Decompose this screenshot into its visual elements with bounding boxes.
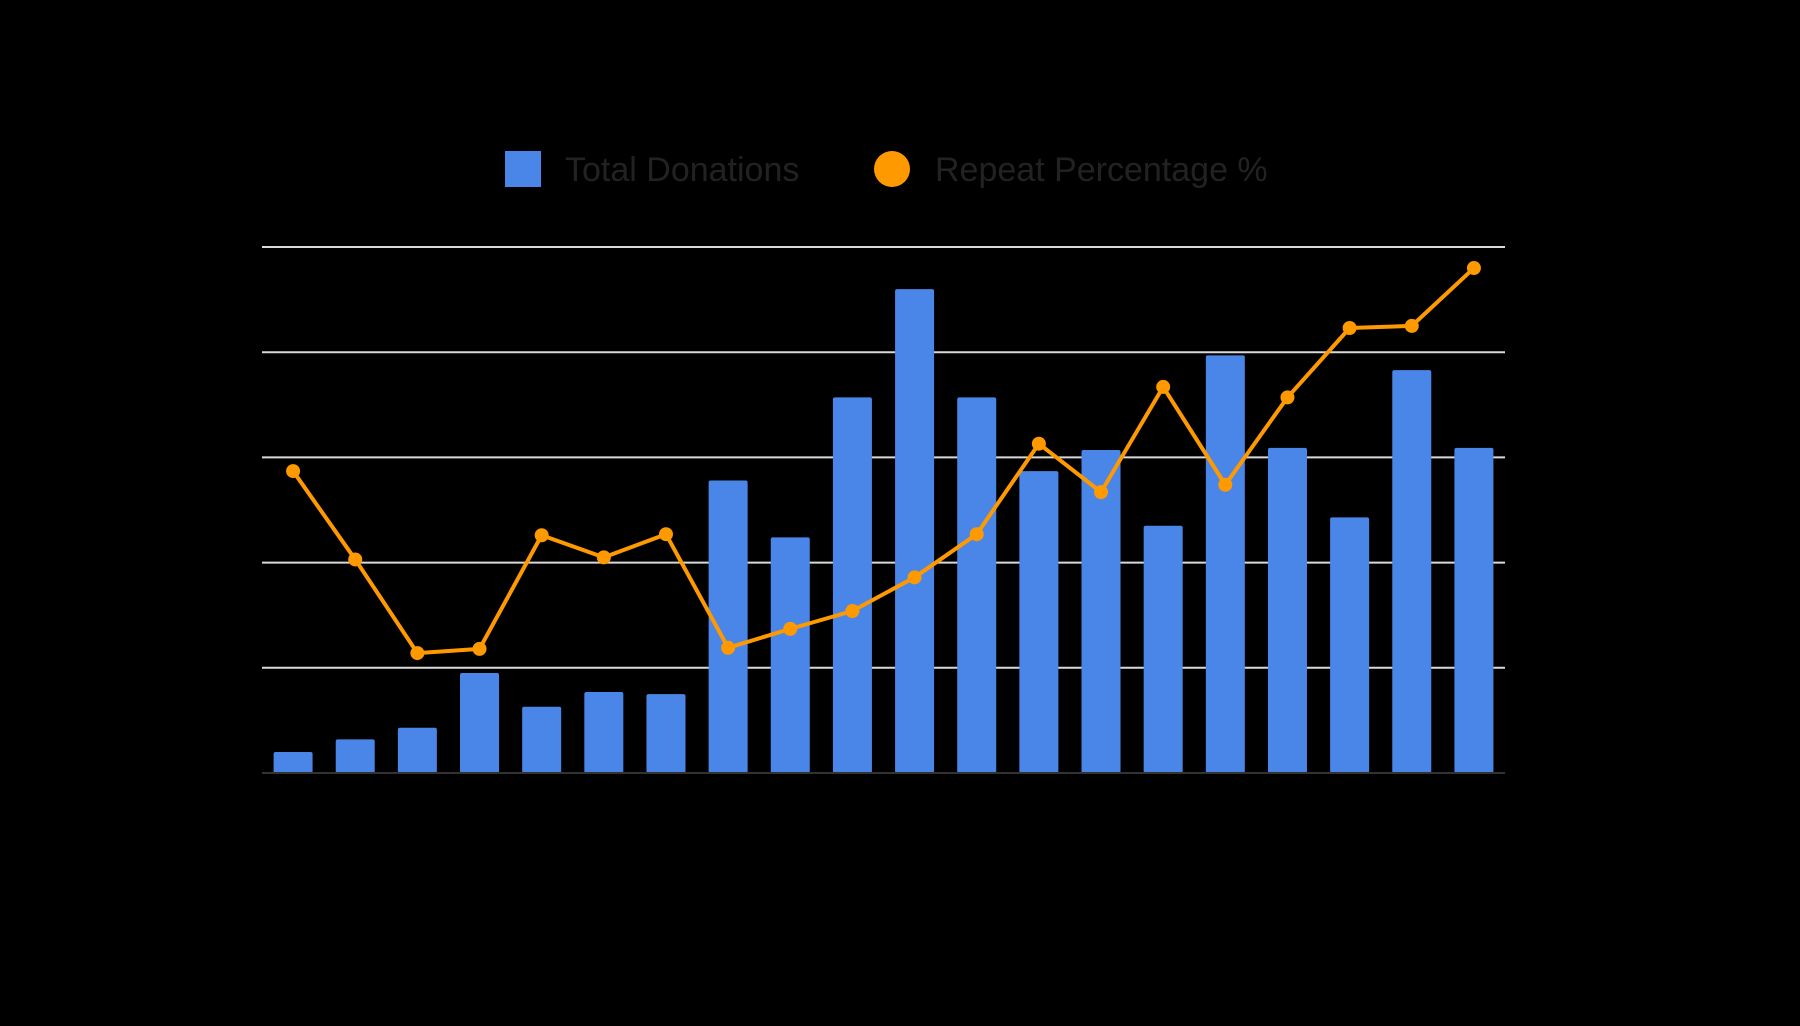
bar-series-total-donations: [273, 289, 1494, 773]
bar-15: [1143, 525, 1183, 773]
line-point-8: [721, 640, 736, 655]
line-series-repeat-percentage: [286, 261, 1481, 661]
line-point-9: [783, 621, 798, 636]
legend: Total Donations Repeat Percentage %: [505, 151, 1268, 189]
bar-11: [895, 289, 935, 773]
bar-14: [1081, 450, 1121, 773]
line-path: [291, 266, 1476, 656]
legend-label-repeat-percentage: Repeat Percentage %: [935, 151, 1268, 189]
bar-20: [1454, 447, 1494, 773]
line-point-18: [1342, 321, 1357, 336]
legend-label-total-donations: Total Donations: [565, 151, 799, 189]
line-point-3: [410, 646, 425, 661]
bar-3: [397, 727, 437, 773]
bar-8: [708, 480, 748, 773]
line-point-10: [845, 603, 860, 618]
bar-7: [646, 694, 686, 773]
bar-6: [584, 691, 624, 773]
line-point-2: [348, 552, 363, 567]
bar-13: [1019, 471, 1059, 773]
line-point-11: [907, 570, 922, 585]
bar-19: [1392, 370, 1432, 773]
line-point-17: [1280, 390, 1295, 405]
line-point-5: [534, 528, 549, 543]
line-point-7: [658, 527, 673, 542]
bar-9: [770, 537, 810, 773]
bar-16: [1205, 355, 1245, 773]
line-point-19: [1404, 318, 1419, 333]
line-point-13: [1031, 436, 1046, 451]
line-point-20: [1466, 261, 1481, 276]
legend-swatch-repeat-percentage: [874, 151, 910, 187]
line-point-14: [1094, 485, 1109, 500]
bar-17: [1267, 447, 1307, 773]
gridlines: [262, 246, 1505, 669]
line-point-6: [596, 550, 611, 565]
line-point-4: [472, 641, 487, 656]
bar-12: [957, 397, 997, 773]
bar-2: [335, 739, 375, 773]
bar-1: [273, 751, 313, 773]
line-point-12: [969, 527, 984, 542]
line-point-1: [286, 464, 301, 479]
line-point-15: [1156, 379, 1171, 394]
bar-18: [1330, 517, 1370, 773]
bar-10: [832, 397, 872, 773]
bar-5: [522, 706, 562, 773]
bar-4: [460, 673, 500, 773]
legend-swatch-total-donations: [505, 151, 541, 187]
line-point-16: [1218, 477, 1233, 492]
